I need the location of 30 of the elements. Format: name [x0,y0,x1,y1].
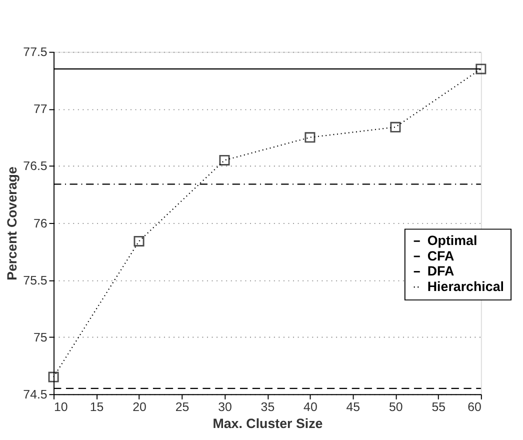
x-axis-title: Max. Cluster Size [212,416,323,432]
y-tick-label: 75.5 [23,273,48,288]
x-tick-label: 40 [304,400,318,414]
y-axis-title: Percent Coverage [4,166,20,280]
y-tick-label: 77 [34,102,48,116]
point [134,236,144,246]
y-tick-label: 77.5 [23,45,48,60]
x-tick-label: 20 [132,400,146,414]
point [219,154,230,166]
x-tick-label: 60 [468,400,482,414]
y-tick-label: 76 [34,216,48,230]
legend-label: DFA [427,264,454,279]
x-tick-label: 10 [54,400,68,414]
x-tick-label: 45 [346,400,360,414]
point [48,372,59,382]
x-tick-label: 30 [218,400,232,414]
x-tick-label: 55 [432,400,446,414]
x-tick-label: 15 [90,400,104,414]
legend-label: Optimal [427,232,478,248]
x-tick-label: 50 [389,400,403,414]
y-tick-label: 75 [34,330,48,344]
x-tick-label: 35 [260,400,275,414]
x-tick-label: 25 [175,400,190,414]
legend-label: Hierarchical [427,278,504,294]
legend-label: CFA [427,248,454,264]
point [476,64,486,74]
y-tick-label: 74.5 [23,387,48,402]
point [304,132,316,143]
point [390,122,401,132]
y-tick-label: 76.5 [23,159,48,174]
